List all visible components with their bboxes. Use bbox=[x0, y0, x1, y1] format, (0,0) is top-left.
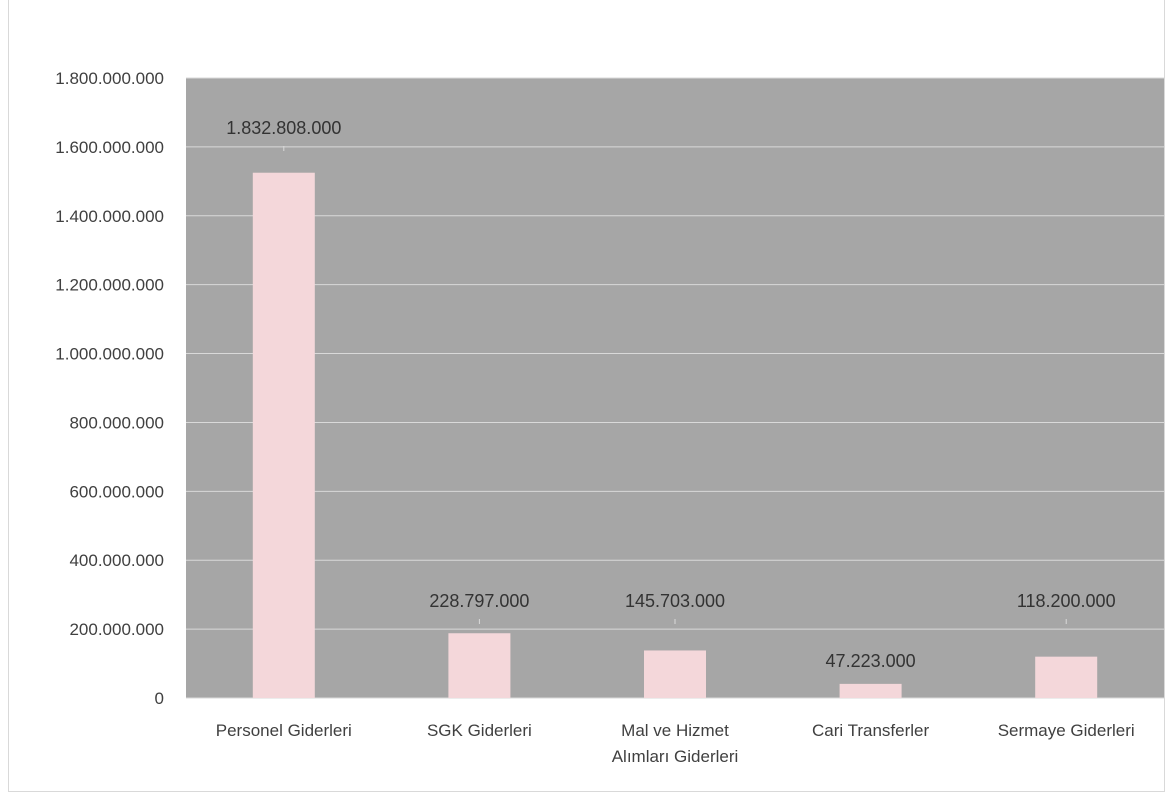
bar bbox=[252, 172, 315, 698]
y-tick-label: 1.400.000.000 bbox=[55, 207, 164, 226]
x-category-label: Alımları Giderleri bbox=[612, 747, 739, 766]
bars bbox=[252, 172, 1098, 698]
x-category-label: SGK Giderleri bbox=[427, 721, 532, 740]
x-category-label: Cari Transferler bbox=[812, 721, 929, 740]
bar bbox=[839, 683, 902, 698]
x-axis-category-labels: Personel Giderleri SGK Giderleri Mal ve Hi… bbox=[216, 721, 1135, 766]
y-tick-label: 1.800.000.000 bbox=[55, 69, 164, 88]
y-tick-label: 800.000.000 bbox=[69, 413, 164, 432]
bar bbox=[1035, 656, 1098, 698]
data-labels: 1.832.808.000 228.797.000 145.703.000 47.22… bbox=[226, 118, 1115, 671]
x-category-label: Mal ve Hizmet bbox=[621, 721, 729, 740]
y-tick-label: 0 bbox=[155, 689, 164, 708]
data-label: 118.200.000 bbox=[1017, 591, 1116, 611]
y-tick-label: 1.600.000.000 bbox=[55, 138, 164, 157]
y-tick-label: 200.000.000 bbox=[69, 620, 164, 639]
data-label: 1.832.808.000 bbox=[226, 118, 341, 138]
x-category-label: Personel Giderleri bbox=[216, 721, 352, 740]
plot-area bbox=[186, 78, 1164, 698]
y-tick-label: 1.200.000.000 bbox=[55, 276, 164, 295]
y-axis-tick-labels: 0 200.000.000 400.000.000 600.000.000 800.00… bbox=[55, 69, 164, 708]
data-label: 145.703.000 bbox=[625, 591, 725, 611]
data-label: 228.797.000 bbox=[429, 591, 529, 611]
y-tick-label: 400.000.000 bbox=[69, 551, 164, 570]
x-category-label: Sermaye Giderleri bbox=[998, 721, 1135, 740]
gridlines bbox=[186, 77, 1164, 699]
y-tick-label: 600.000.000 bbox=[69, 482, 164, 501]
y-tick-label: 1.000.000.000 bbox=[55, 345, 164, 364]
bar bbox=[448, 633, 511, 698]
data-label: 47.223.000 bbox=[826, 651, 916, 671]
data-label-leader-lines bbox=[283, 146, 1067, 624]
bar bbox=[644, 650, 706, 698]
